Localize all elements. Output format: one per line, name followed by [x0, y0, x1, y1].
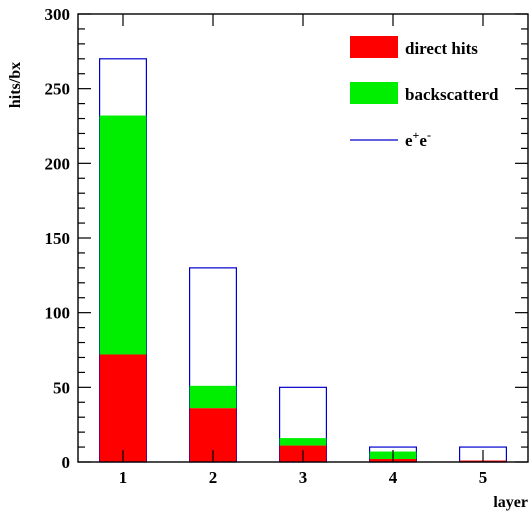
x-tick-label: 1 [119, 468, 128, 487]
y-tick-label: 0 [62, 453, 71, 472]
x-tick-label: 3 [299, 468, 308, 487]
x-axis-label: layer [493, 494, 528, 511]
legend: direct hits backscatterd e+e- [350, 36, 499, 150]
bar-backscattered-layer-2 [189, 385, 237, 409]
y-tick-label: 100 [45, 304, 71, 323]
ticks-layer: 0 50 100 150 200 250 300 1 2 3 4 5 [45, 5, 528, 487]
y-tick-label: 300 [45, 5, 71, 24]
legend-swatch-direct-hits [350, 36, 398, 58]
bar-backscattered-layer-3 [279, 438, 327, 446]
y-tick-label: 200 [45, 154, 71, 173]
legend-label-ee: e+e- [405, 128, 431, 150]
bar-backscattered-layer-1 [99, 115, 147, 355]
bars-layer [98, 58, 508, 463]
y-axis-label: hits/bx [7, 62, 24, 108]
y-tick-label: 150 [45, 229, 71, 248]
x-tick-label: 4 [389, 468, 398, 487]
legend-label-direct-hits: direct hits [405, 39, 478, 58]
bar-direct-layer-1 [99, 354, 147, 462]
y-tick-label: 50 [53, 378, 70, 397]
x-tick-label: 2 [209, 468, 218, 487]
legend-label-backscatterd: backscatterd [405, 85, 499, 104]
x-tick-label: 5 [479, 468, 488, 487]
y-tick-label: 250 [45, 80, 71, 99]
legend-swatch-backscatterd [350, 82, 398, 104]
